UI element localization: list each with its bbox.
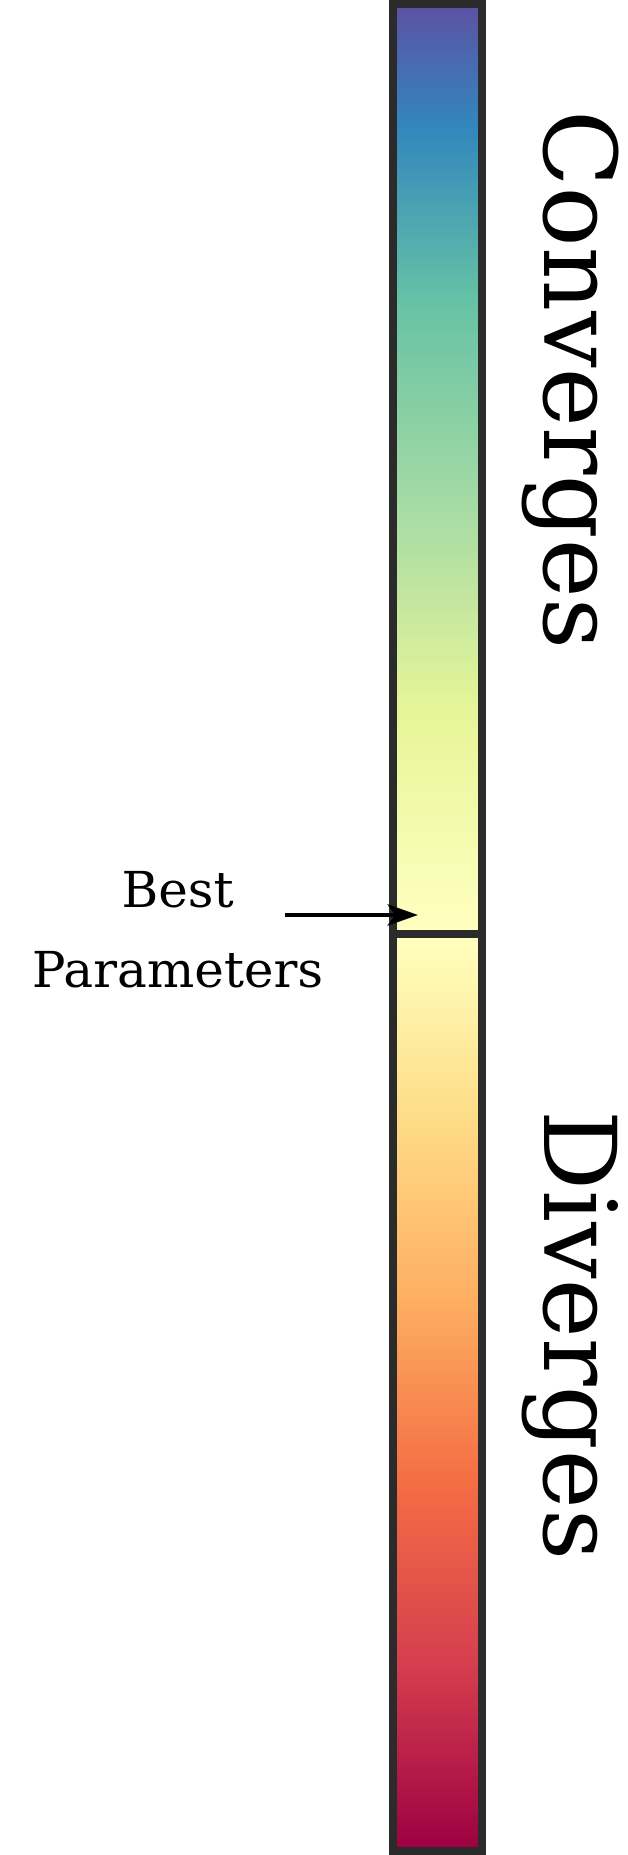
best-label-line2: Parameters bbox=[31, 941, 324, 999]
diverges-label: Diverges bbox=[520, 1110, 628, 1561]
arrow-right-icon bbox=[285, 904, 418, 926]
converges-label: Converges bbox=[520, 110, 628, 650]
best-parameters-label: Best Parameters bbox=[0, 850, 355, 1010]
best-label-line1: Best bbox=[121, 861, 234, 919]
converges-segment bbox=[389, 0, 486, 938]
diverges-segment bbox=[389, 930, 486, 1855]
